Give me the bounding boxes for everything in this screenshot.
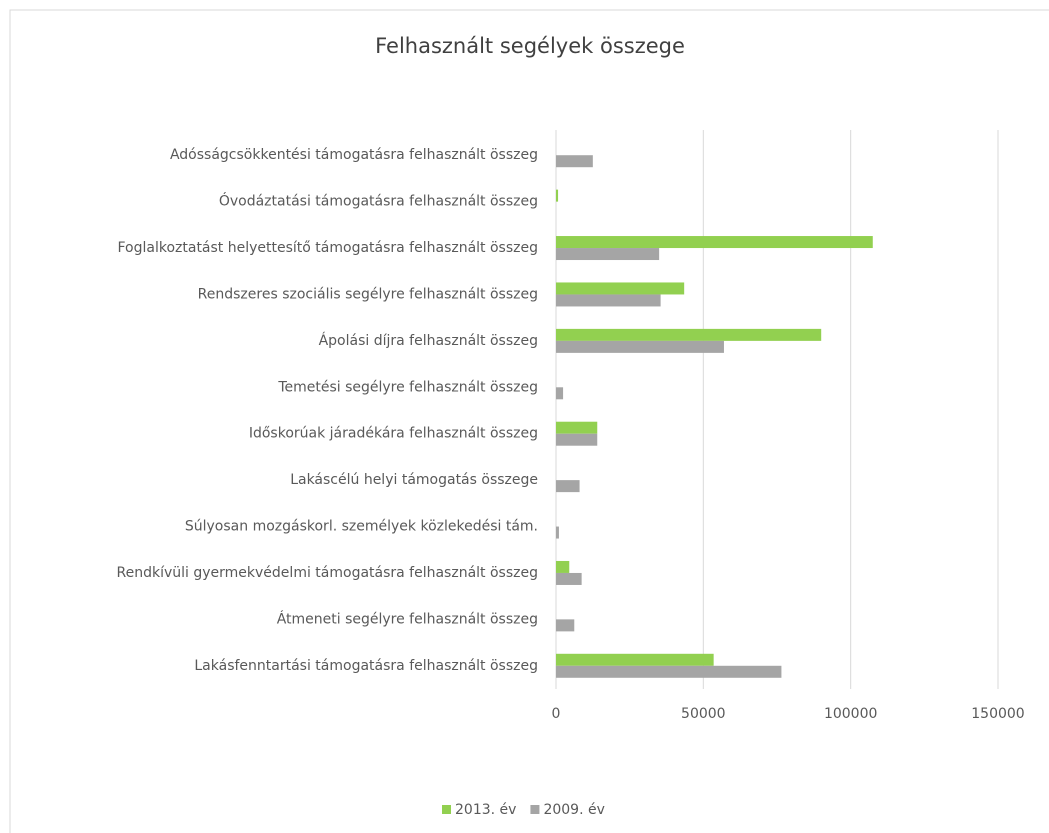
bar: [556, 236, 873, 249]
bar: [556, 189, 559, 202]
x-tick-label: 100000: [824, 706, 877, 722]
bar: [556, 248, 660, 261]
y-tick-label: Óvodáztatási támogatásra felhasznált öss…: [219, 192, 538, 210]
bar: [556, 282, 685, 295]
x-tick-label: 50000: [681, 706, 726, 722]
bar: [556, 619, 575, 632]
bar: [556, 328, 822, 341]
y-tick-label: Adósságcsökkentési támogatásra felhaszná…: [170, 147, 538, 163]
y-tick-label: Rendkívüli gyermekvédelmi támogatásra fe…: [117, 565, 538, 581]
bar: [556, 340, 724, 353]
x-tick-label: 150000: [971, 706, 1024, 722]
bar: [556, 294, 661, 307]
bar: [556, 155, 593, 168]
bar: [556, 480, 580, 493]
x-tick-label: 0: [552, 706, 561, 722]
y-tick-label: Átmeneti segélyre felhasznált összeg: [277, 610, 538, 627]
y-tick-label: Foglalkoztatást helyettesítő támogatásra…: [117, 240, 538, 256]
bar: [556, 421, 598, 434]
legend-swatch: [442, 805, 451, 814]
bar: [556, 526, 559, 539]
bar: [556, 572, 582, 585]
legend-label: 2009. év: [543, 802, 604, 818]
y-tick-label: Rendszeres szociális segélyre felhasznál…: [198, 286, 538, 302]
legend-swatch: [530, 805, 540, 814]
y-tick-label: Lakáscélú helyi támogatás összege: [290, 472, 538, 488]
y-tick-label: Időskorúak járadékára felhasznált összeg: [249, 426, 538, 442]
bar: [556, 665, 782, 678]
bar: [556, 653, 714, 666]
bar: [556, 560, 570, 573]
legend-label: 2013. év: [455, 802, 516, 818]
chart-title: Felhasznált segélyek összege: [375, 34, 685, 58]
bar: [556, 387, 564, 400]
y-tick-label: Ápolási díjra felhasznált összeg: [319, 332, 538, 349]
y-tick-label: Súlyosan mozgáskorl. személyek közlekedé…: [185, 519, 538, 535]
chart-border: [9, 9, 1049, 833]
y-tick-label: Lakásfenntartási támogatásra felhasznált…: [194, 658, 538, 674]
y-tick-label: Temetési segélyre felhasznált összeg: [277, 379, 538, 395]
bar: [556, 433, 598, 446]
